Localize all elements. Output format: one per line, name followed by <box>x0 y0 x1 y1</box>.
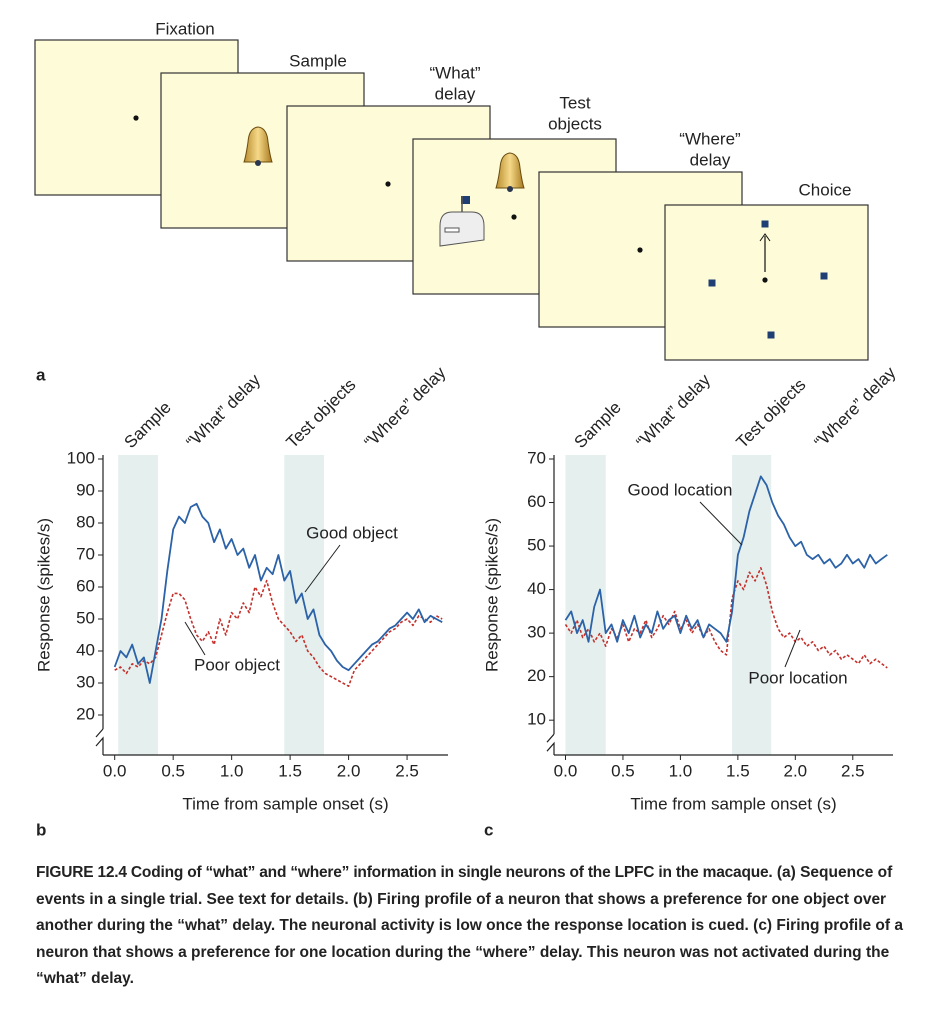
x-tick-label: 0.5 <box>611 761 635 780</box>
epoch-label: Test objects <box>733 375 810 452</box>
y-tick-label: 40 <box>527 579 546 598</box>
annotation-leader <box>699 501 743 546</box>
y-tick-label: 50 <box>527 536 546 555</box>
fixation-dot <box>133 115 139 121</box>
series-line <box>564 567 888 669</box>
annotation-leader <box>784 629 801 668</box>
series-annotation: Good location <box>628 480 733 499</box>
target-square <box>708 279 716 287</box>
trial-diagram: Fixation Sample “What” delay Test objects “Whe… <box>34 19 869 361</box>
screen-label: Fixation <box>155 19 215 38</box>
mailbox-icon <box>439 211 485 247</box>
y-tick-label: 80 <box>76 512 95 531</box>
y-tick-label: 20 <box>76 704 95 723</box>
epoch-label: Sample <box>571 398 625 452</box>
caption: FIGURE 12.4 Coding of “what” and “where”… <box>36 860 906 993</box>
epoch-shade <box>732 455 772 755</box>
x-tick-label: 1.0 <box>220 761 244 780</box>
series-annotation: Good object <box>306 523 398 542</box>
annotation-leader <box>184 621 206 656</box>
series-annotation: Poor location <box>748 668 847 687</box>
epoch-label: Test objects <box>283 375 360 452</box>
series-annotation: Poor object <box>194 655 280 674</box>
x-tick-label: 1.0 <box>669 761 693 780</box>
screen-label: delay <box>690 150 731 169</box>
x-tick-label: 2.0 <box>784 761 808 780</box>
epoch-label: “Where” delay <box>811 363 900 452</box>
caption-title: FIGURE 12.4 Coding of “what” and “where”… <box>36 864 773 881</box>
panel-label: c <box>484 820 493 839</box>
series-line <box>564 475 888 643</box>
x-tick-label: 1.5 <box>726 761 750 780</box>
epoch-shade <box>118 455 158 755</box>
y-tick-label: 60 <box>527 492 546 511</box>
epoch-label: “What” delay <box>633 370 715 452</box>
figure: Fixation Sample “What” delay Test objects “Whe… <box>34 19 900 839</box>
y-axis-title: Response (spikes/s) <box>34 518 53 672</box>
axis-break <box>546 733 555 755</box>
fixation-dot <box>385 181 391 187</box>
y-tick-label: 60 <box>76 576 95 595</box>
y-tick-label: 90 <box>76 480 95 499</box>
x-axis-title: Time from sample onset (s) <box>630 794 836 813</box>
x-tick-label: 1.5 <box>278 761 302 780</box>
y-tick-label: 40 <box>76 640 95 659</box>
y-tick-label: 100 <box>67 448 95 467</box>
x-axis-title: Time from sample onset (s) <box>182 794 388 813</box>
epoch-label: Sample <box>121 398 175 452</box>
y-tick-label: 30 <box>76 672 95 691</box>
x-tick-label: 0.5 <box>161 761 185 780</box>
annotation-leader <box>304 544 341 593</box>
screen-box <box>664 204 869 361</box>
x-tick-label: 0.0 <box>103 761 127 780</box>
screen-label: “What” <box>430 63 481 82</box>
bell-icon <box>243 126 273 163</box>
bell-icon <box>495 152 525 189</box>
screen-label: objects <box>548 114 602 133</box>
epoch-shade <box>565 455 606 755</box>
fixation-dot <box>762 277 768 283</box>
series-line <box>114 579 443 687</box>
mailbox-flag <box>461 196 470 204</box>
x-tick-label: 2.0 <box>337 761 361 780</box>
target-square <box>761 220 769 228</box>
target-square <box>767 331 775 339</box>
epoch-label: “What” delay <box>183 370 265 452</box>
panel-label: b <box>36 820 46 839</box>
axis-break <box>95 728 104 755</box>
panel-label: a <box>36 365 46 384</box>
x-tick-label: 0.0 <box>554 761 578 780</box>
screen-label: Test <box>559 93 590 112</box>
y-tick-label: 70 <box>527 448 546 467</box>
cue-arrowhead <box>759 233 771 242</box>
x-tick-label: 2.5 <box>841 761 865 780</box>
bell-clapper <box>255 160 261 166</box>
target-square <box>820 272 828 280</box>
series-line <box>113 502 443 684</box>
bell-clapper <box>507 186 513 192</box>
y-tick-label: 70 <box>76 544 95 563</box>
caption-text: (a) Sequence of events in a single trial… <box>36 864 903 987</box>
y-axis-title: Response (spikes/s) <box>482 518 501 672</box>
screen-label: delay <box>435 84 476 103</box>
screen-label: Choice <box>799 180 852 199</box>
mailbox-slot <box>444 227 460 233</box>
y-tick-label: 20 <box>527 666 546 685</box>
y-tick-label: 30 <box>527 623 546 642</box>
screen-label: Sample <box>289 51 347 70</box>
screen: Choice <box>664 180 869 361</box>
fixation-dot <box>511 214 517 220</box>
x-tick-label: 2.5 <box>395 761 419 780</box>
y-tick-label: 10 <box>527 710 546 729</box>
screen-label: “Where” <box>679 129 741 148</box>
fixation-dot <box>637 247 643 253</box>
y-tick-label: 50 <box>76 608 95 627</box>
epoch-label: “Where” delay <box>361 363 450 452</box>
